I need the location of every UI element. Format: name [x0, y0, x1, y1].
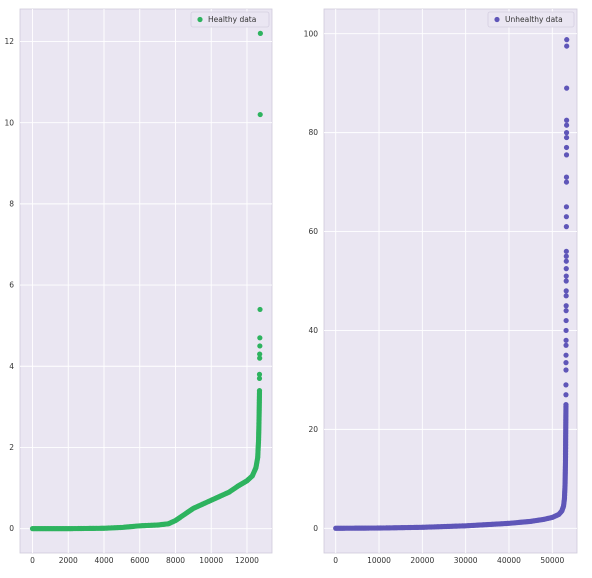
data-point	[257, 111, 263, 118]
data-point	[257, 30, 263, 36]
data-point	[564, 85, 570, 91]
data-point	[564, 122, 570, 128]
data-point	[563, 130, 570, 136]
data-point	[563, 392, 569, 398]
data-point	[257, 306, 263, 313]
healthy-data-plot: 0 2000 4000 6000 8000 10000 12000 0 2 4 6 8 10 12 Heal…	[4, 8, 273, 565]
y-tick-label: 60	[308, 227, 318, 236]
data-point	[563, 204, 570, 210]
x-tick-label: 4000	[94, 556, 113, 565]
data-series	[333, 37, 570, 531]
data-point	[564, 37, 570, 43]
y-tick-label: 10	[4, 118, 14, 127]
legend-box	[190, 11, 270, 28]
x-tick-label: 30000	[454, 556, 478, 565]
x-tick-label: 50000	[540, 556, 564, 565]
data-point	[256, 375, 263, 382]
data-point	[564, 43, 570, 49]
x-tick-label: 6000	[130, 556, 149, 565]
data-point	[257, 335, 263, 341]
x-tick-label: 10000	[367, 556, 391, 565]
data-point	[563, 144, 570, 151]
data-point	[563, 174, 570, 180]
data-point	[256, 388, 263, 394]
y-tick-label: 12	[4, 37, 14, 46]
data-point	[563, 134, 570, 141]
data-point	[563, 303, 569, 309]
x-tick-label: 0	[30, 556, 35, 565]
y-tick-label: 2	[9, 443, 14, 452]
data-point	[257, 351, 263, 357]
y-tick-label: 0	[9, 524, 14, 533]
data-point	[563, 317, 569, 324]
data-point	[563, 273, 569, 279]
legend: Unhealthy data	[487, 11, 575, 28]
data-point	[563, 382, 569, 388]
legend: Healthy data	[190, 11, 270, 28]
data-point	[563, 266, 569, 272]
plot-area	[323, 8, 578, 554]
x-tick-label: 12000	[235, 556, 259, 565]
data-point	[563, 352, 569, 358]
x-tick-label: 10000	[199, 556, 223, 565]
legend-label: Unhealthy data	[505, 15, 563, 24]
data-point	[563, 288, 569, 294]
legend-box	[487, 11, 575, 28]
plot-area	[19, 8, 273, 554]
data-point	[563, 308, 569, 314]
y-tick-label: 40	[308, 326, 318, 335]
data-point	[256, 371, 263, 377]
y-tick-label: 100	[304, 29, 319, 38]
data-point	[563, 337, 569, 343]
data-point	[563, 342, 569, 348]
data-point	[563, 248, 569, 254]
y-tick-label: 80	[308, 128, 318, 137]
y-tick-label: 20	[308, 425, 318, 434]
y-tick-label: 8	[9, 199, 14, 208]
x-tick-label: 40000	[497, 556, 521, 565]
legend-label: Healthy data	[208, 15, 256, 24]
data-point	[563, 327, 569, 334]
y-tick-label: 0	[313, 524, 318, 533]
x-tick-label: 8000	[166, 556, 185, 565]
data-point	[563, 258, 569, 264]
data-point	[563, 278, 569, 284]
y-tick-label: 6	[9, 281, 14, 290]
data-point	[563, 179, 570, 185]
data-series	[29, 30, 263, 532]
y-tick-label: 4	[9, 362, 14, 371]
data-point	[563, 367, 569, 373]
data-point	[563, 214, 569, 220]
data-point	[563, 293, 569, 299]
x-tick-label: 2000	[59, 556, 78, 565]
unhealthy-data-plot: 0 10000 20000 30000 40000 50000 0 20 40 60 80 100 Un…	[304, 8, 578, 565]
data-point	[257, 355, 263, 361]
x-tick-label: 0	[333, 556, 338, 565]
data-point	[563, 253, 569, 259]
data-point	[563, 360, 569, 366]
data-point	[564, 117, 570, 123]
data-point	[563, 224, 569, 230]
legend-marker	[197, 16, 203, 23]
x-tick-label: 20000	[410, 556, 434, 565]
data-point	[257, 343, 263, 349]
data-point	[563, 152, 570, 158]
data-point	[563, 402, 569, 408]
legend-marker	[494, 16, 500, 23]
